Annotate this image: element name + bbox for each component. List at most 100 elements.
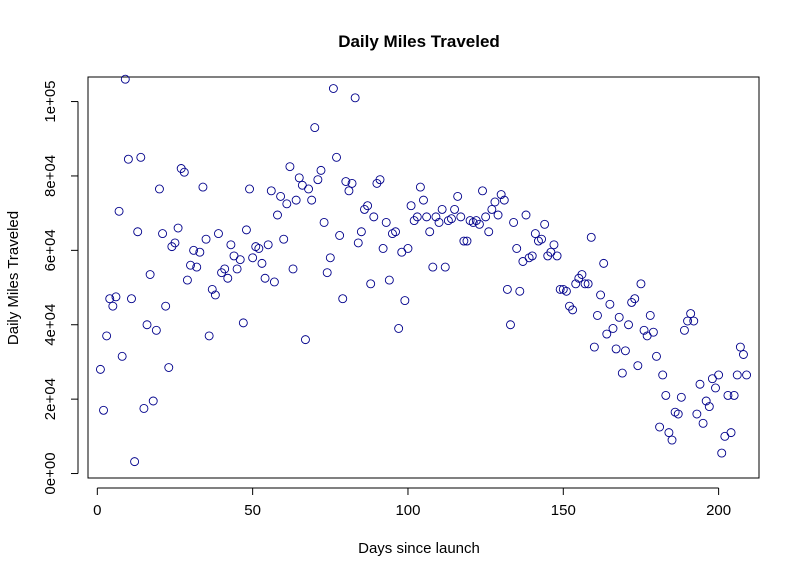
data-point: [667, 435, 677, 445]
data-point: [428, 262, 438, 272]
data-point: [291, 195, 301, 205]
data-point: [338, 294, 348, 304]
data-point: [263, 240, 273, 250]
data-point: [474, 219, 484, 229]
data-point: [655, 422, 665, 432]
data-point: [254, 244, 264, 253]
data-point: [139, 403, 149, 413]
data-point: [484, 227, 494, 237]
data-point: [695, 379, 705, 389]
data-point: [241, 225, 251, 235]
data-point: [220, 264, 230, 274]
data-point: [624, 320, 633, 330]
data-point: [704, 402, 714, 412]
data-point: [561, 286, 571, 296]
data-point: [179, 167, 189, 177]
data-point: [717, 448, 727, 458]
y-tick-label: 1e+05: [42, 80, 59, 122]
data-point: [419, 195, 428, 205]
data-point: [133, 227, 143, 237]
data-point: [325, 253, 335, 263]
data-point: [406, 201, 416, 211]
data-point: [440, 262, 450, 272]
data-point: [375, 175, 385, 185]
data-point: [248, 253, 258, 263]
data-point: [260, 273, 270, 283]
data-point: [515, 286, 525, 296]
data-point: [686, 309, 696, 319]
data-point: [319, 217, 329, 227]
data-point: [328, 84, 338, 93]
data-point: [645, 310, 655, 320]
data-point: [540, 219, 550, 229]
data-point: [189, 245, 199, 255]
data-point: [496, 190, 506, 199]
data-point: [711, 383, 720, 393]
data-point: [415, 182, 425, 192]
data-point: [605, 299, 615, 309]
x-tick-label: 50: [244, 502, 261, 519]
data-point: [437, 204, 447, 214]
data-point: [459, 236, 469, 246]
data-point: [462, 236, 472, 246]
data-point: [636, 279, 646, 289]
data-point: [723, 390, 733, 400]
data-point: [739, 350, 748, 359]
data-point: [214, 229, 223, 239]
data-point: [679, 325, 689, 335]
data-point: [630, 294, 640, 304]
data-point: [350, 93, 360, 103]
data-point: [658, 370, 668, 380]
data-point: [257, 258, 267, 268]
data-point: [596, 290, 606, 300]
data-point: [664, 428, 674, 438]
data-point: [555, 284, 565, 294]
data-point: [599, 258, 609, 268]
data-point: [403, 244, 413, 253]
data-point: [226, 240, 236, 250]
data-point: [512, 244, 522, 253]
data-point: [381, 217, 391, 227]
data-point: [145, 270, 155, 279]
data-point: [394, 324, 404, 333]
data-point: [527, 251, 537, 261]
data-point: [235, 255, 245, 265]
data-point: [478, 186, 487, 196]
data-point: [502, 284, 512, 294]
data-point: [661, 390, 671, 400]
data-point: [552, 251, 562, 261]
data-point: [397, 247, 407, 257]
data-point: [130, 457, 140, 467]
data-point: [714, 370, 724, 380]
data-point: [378, 244, 388, 253]
data-point: [673, 409, 683, 419]
data-point: [186, 260, 195, 270]
y-tick-label: 0e+00: [42, 452, 59, 494]
y-tick-label: 2e+04: [42, 378, 59, 420]
plot-area: [87, 76, 760, 479]
data-points: [95, 74, 752, 467]
data-point: [282, 199, 292, 209]
data-point: [384, 275, 394, 285]
data-point: [158, 229, 168, 239]
data-point: [506, 320, 515, 330]
data-point: [335, 231, 345, 240]
data-point: [279, 234, 289, 244]
data-point: [369, 212, 379, 222]
y-axis-label: Daily Miles Traveled: [5, 211, 22, 345]
data-point: [288, 264, 298, 274]
data-point: [301, 335, 310, 345]
data-point: [490, 197, 500, 207]
data-point: [521, 210, 531, 220]
data-point: [577, 270, 587, 279]
data-point: [154, 184, 164, 194]
data-point: [509, 217, 519, 227]
data-point: [493, 210, 503, 220]
data-point: [161, 301, 171, 311]
data-point: [568, 305, 578, 315]
data-point: [102, 331, 112, 341]
data-point: [95, 364, 105, 374]
data-point: [111, 292, 121, 302]
data-point: [99, 405, 108, 415]
data-point: [689, 316, 699, 326]
